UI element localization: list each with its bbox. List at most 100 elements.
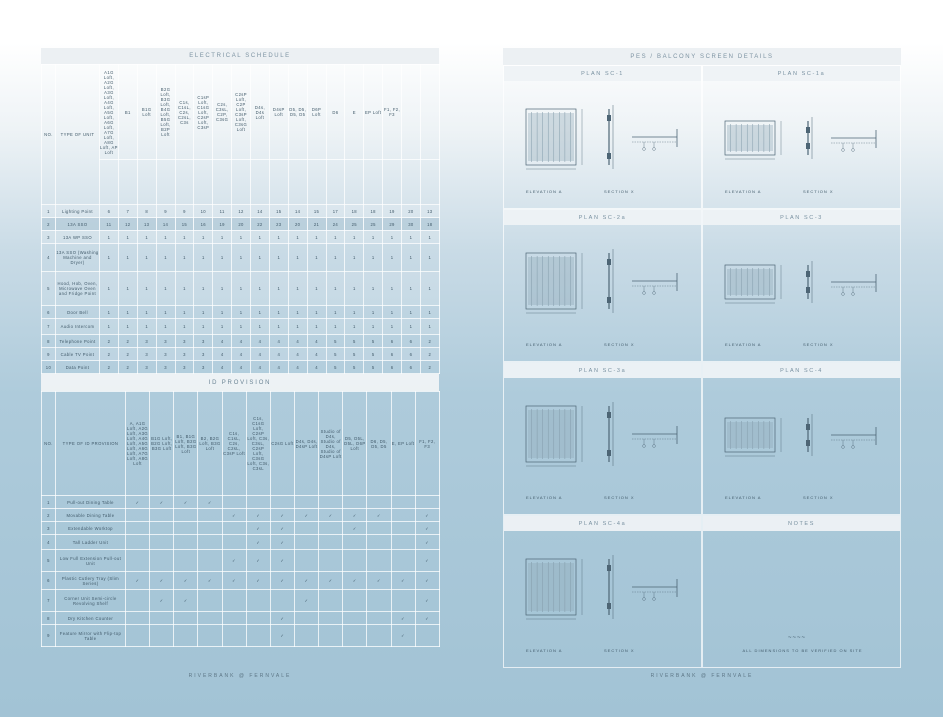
unit-type-header: D6 <box>325 64 346 160</box>
cell-value: 1 <box>99 243 119 272</box>
unit-bedroom-header <box>212 159 233 205</box>
row-no: 5 <box>41 271 56 306</box>
cell-value: 1 <box>212 243 233 272</box>
unit-type-header <box>401 64 421 160</box>
row-label: 13A SSO <box>55 217 100 231</box>
cell-value: 5 <box>325 360 346 374</box>
cell-value: 15 <box>306 204 327 218</box>
cell-value: 20 <box>231 217 251 231</box>
cell-value: 4 <box>287 360 308 374</box>
cell-value: 3 <box>174 360 195 374</box>
unit-bedroom-header <box>99 159 119 205</box>
cell-value: 25 <box>363 217 384 231</box>
cell-value: 1 <box>363 271 384 306</box>
id-provision-title: ID PROVISION <box>41 374 439 391</box>
unit-bedroom-header <box>382 159 402 205</box>
cell-value: 4 <box>212 347 233 361</box>
cell-value: 1 <box>363 305 384 319</box>
cell-value: 1 <box>212 271 233 306</box>
notes-cell: NOTES ~~~~ ALL DIMENSIONS TO BE VERIFIED O… <box>702 515 901 668</box>
elevation-caption: ELEVATION A <box>526 189 563 194</box>
empty-cell <box>366 549 392 572</box>
unit-bedroom-header <box>193 159 214 205</box>
table-row: 1 Lighting Point 6 7 8 9 9 10 11 12 14 15 14 15 17 18 18… <box>41 204 440 218</box>
unit-group-header: C2sG Loft <box>269 391 295 496</box>
notes-body: ~~~~ ALL DIMENSIONS TO BE VERIFIED ON SIT… <box>703 531 900 667</box>
cell-value: 1 <box>193 318 214 335</box>
empty-cell <box>245 624 271 647</box>
footer-right: RIVERBANK @ FERNVALE <box>650 673 754 679</box>
cell-value: 1 <box>382 243 402 272</box>
cell-value: 19 <box>382 204 402 218</box>
cell-value: 7 <box>117 204 138 218</box>
cell-value: 1 <box>117 230 138 244</box>
cell-value: 1 <box>250 243 270 272</box>
unit-bedroom-header <box>325 159 346 205</box>
cell-value: 1 <box>99 305 119 319</box>
cell-value: 3 <box>193 334 214 348</box>
elevation-caption: ELEVATION A <box>526 495 563 500</box>
cell-value: 1 <box>117 305 138 319</box>
plan-title: PLAN SC-4 <box>703 363 900 378</box>
empty-cell <box>390 589 416 612</box>
row-no: 1 <box>41 495 56 509</box>
empty-cell <box>173 508 199 522</box>
cell-value: 18 <box>363 204 384 218</box>
screen-drawing <box>525 105 678 170</box>
cell-value: 1 <box>136 243 157 272</box>
cell-value: 1 <box>325 318 346 335</box>
unit-bedroom-header <box>117 159 138 205</box>
empty-cell <box>149 508 175 522</box>
empty-cell <box>173 549 199 572</box>
cell-value: 1 <box>268 243 289 272</box>
empty-cell <box>390 508 416 522</box>
row-no: 9 <box>41 347 56 361</box>
cell-value: 1 <box>174 230 195 244</box>
empty-cell <box>318 589 344 612</box>
elevation-caption: ELEVATION A <box>725 189 762 194</box>
check-mark: ✓ <box>414 534 440 550</box>
cell-value: 8 <box>136 204 157 218</box>
row-no: 10 <box>41 360 56 374</box>
cell-value: 4 <box>250 334 270 348</box>
cell-value: 1 <box>325 305 346 319</box>
unit-type-header: C1s, C1sL, C2s, C2sL, C3s <box>174 64 195 160</box>
cell-value: 18 <box>344 204 365 218</box>
row-no: 6 <box>41 571 56 590</box>
plan-cell: PLAN SC-3a ELEVATION A SECTION X <box>503 362 702 515</box>
cell-value: 14 <box>250 204 270 218</box>
check-mark: ✓ <box>390 571 416 590</box>
check-mark: ✓ <box>318 571 344 590</box>
cell-value: 5 <box>363 347 384 361</box>
cell-value: 1 <box>174 305 195 319</box>
cell-value: 1 <box>344 318 365 335</box>
check-mark: ✓ <box>221 571 247 590</box>
empty-cell <box>173 534 199 550</box>
section-caption: SECTION X <box>604 342 635 347</box>
plan-body: ELEVATION A SECTION X <box>504 225 701 361</box>
cell-value: 12 <box>117 217 138 231</box>
empty-cell <box>414 495 440 509</box>
check-mark: ✓ <box>221 508 247 522</box>
check-mark: ✓ <box>293 571 320 590</box>
cell-value: 4 <box>212 334 233 348</box>
empty-cell <box>342 495 368 509</box>
cell-value: 1 <box>344 271 365 306</box>
cell-value: 1 <box>212 318 233 335</box>
unit-type-header: B1 <box>117 64 138 160</box>
check-mark: ✓ <box>366 508 392 522</box>
unit-type-header: E <box>344 64 365 160</box>
row-label: Door Bell <box>55 305 100 319</box>
empty-cell <box>197 589 223 612</box>
section-caption: SECTION X <box>803 342 834 347</box>
cell-value: 1 <box>136 318 157 335</box>
row-label: Movable Dining Table <box>55 508 126 522</box>
table-row: 6 Door Bell 1 1 1 1 1 1 1 1 1 1 1 1 1 1 1 1 1 1 <box>41 305 440 319</box>
cell-value: 4 <box>268 347 289 361</box>
cell-value: 1 <box>382 271 402 306</box>
check-mark: ✓ <box>269 571 295 590</box>
cell-value: 19 <box>212 217 233 231</box>
cell-value: 1 <box>155 305 176 319</box>
row-label: 13A WP SSO <box>55 230 100 244</box>
cell-value: 1 <box>174 243 195 272</box>
